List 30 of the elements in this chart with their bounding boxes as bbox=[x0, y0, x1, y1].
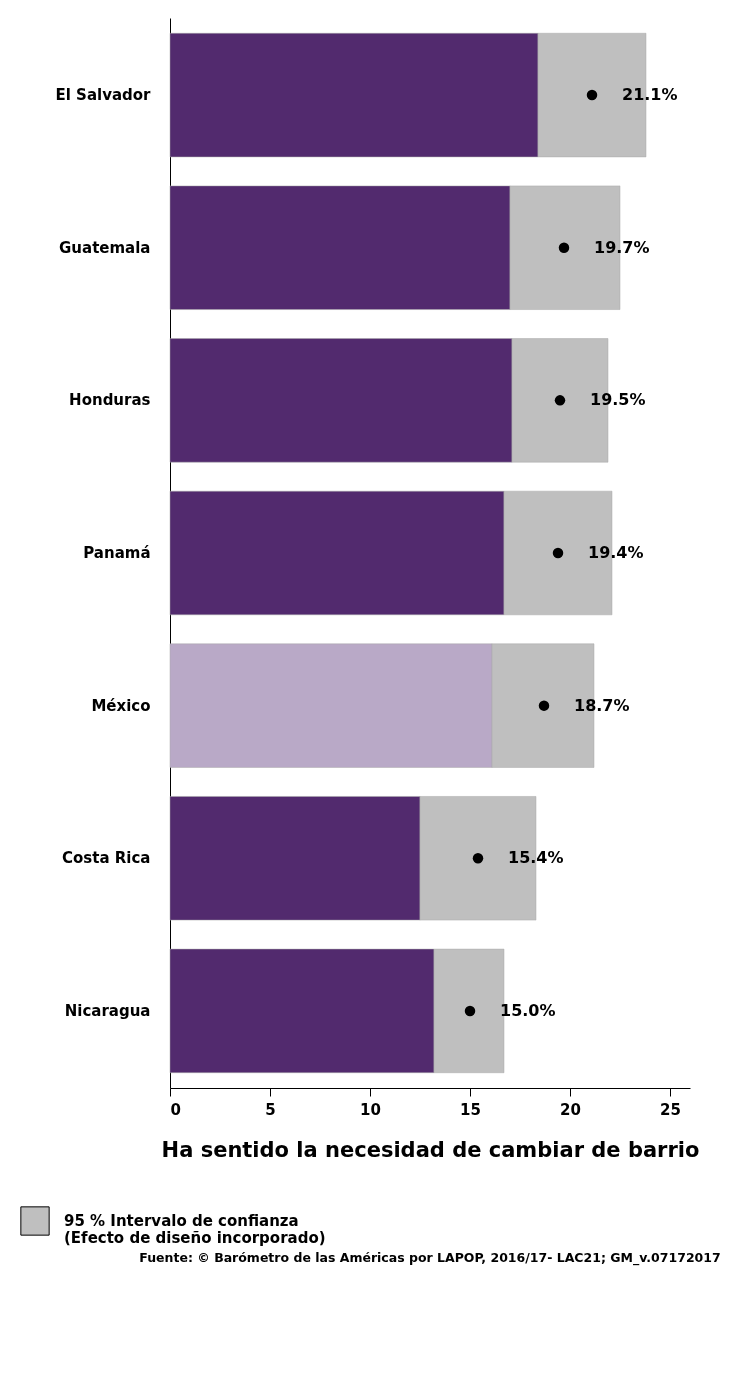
y-tick-label: Nicaragua bbox=[64, 1001, 151, 1020]
y-tick-label: Panamá bbox=[83, 544, 151, 562]
point bbox=[464, 1005, 476, 1017]
point bbox=[552, 547, 564, 559]
data-label: 18.7% bbox=[574, 695, 630, 715]
data-label: 19.5% bbox=[590, 390, 646, 410]
legend-label: 95 % Intervalo de confianza (Efecto de diseño incorporado) bbox=[64, 1212, 326, 1247]
point bbox=[558, 242, 570, 253]
data-label: 19.7% bbox=[594, 237, 650, 257]
x-tick-label: 0 bbox=[170, 1100, 181, 1119]
x-tick-label: 5 bbox=[265, 1100, 276, 1119]
y-tick-label: Costa Rica bbox=[62, 849, 151, 868]
y-tick-label: El Salvador bbox=[55, 86, 152, 105]
point bbox=[538, 700, 550, 711]
data-label: 15.4% bbox=[508, 848, 564, 868]
data-label: 19.4% bbox=[588, 543, 644, 562]
x-tick-label: 25 bbox=[660, 1100, 681, 1119]
y-tick-label: México bbox=[91, 696, 151, 715]
point bbox=[554, 395, 566, 406]
x-axis-title: Ha sentido la necesidad de cambiar de barrio bbox=[161, 1137, 700, 1162]
data-label: 15.0% bbox=[500, 1000, 556, 1020]
point bbox=[586, 89, 598, 101]
x-tick-label: 10 bbox=[360, 1100, 381, 1119]
source-note: Fuente: © Barómetro de las Américas por LAPOP, 2016/17- LAC21; GM_v.07172017 bbox=[139, 1250, 721, 1266]
x-tick-label: 15 bbox=[460, 1100, 481, 1119]
y-tick-label: Honduras bbox=[69, 391, 151, 410]
x-tick-label: 20 bbox=[560, 1100, 581, 1119]
y-tick-label: Guatemala bbox=[59, 238, 151, 257]
data-label: 21.1% bbox=[622, 85, 678, 105]
point bbox=[472, 853, 484, 864]
